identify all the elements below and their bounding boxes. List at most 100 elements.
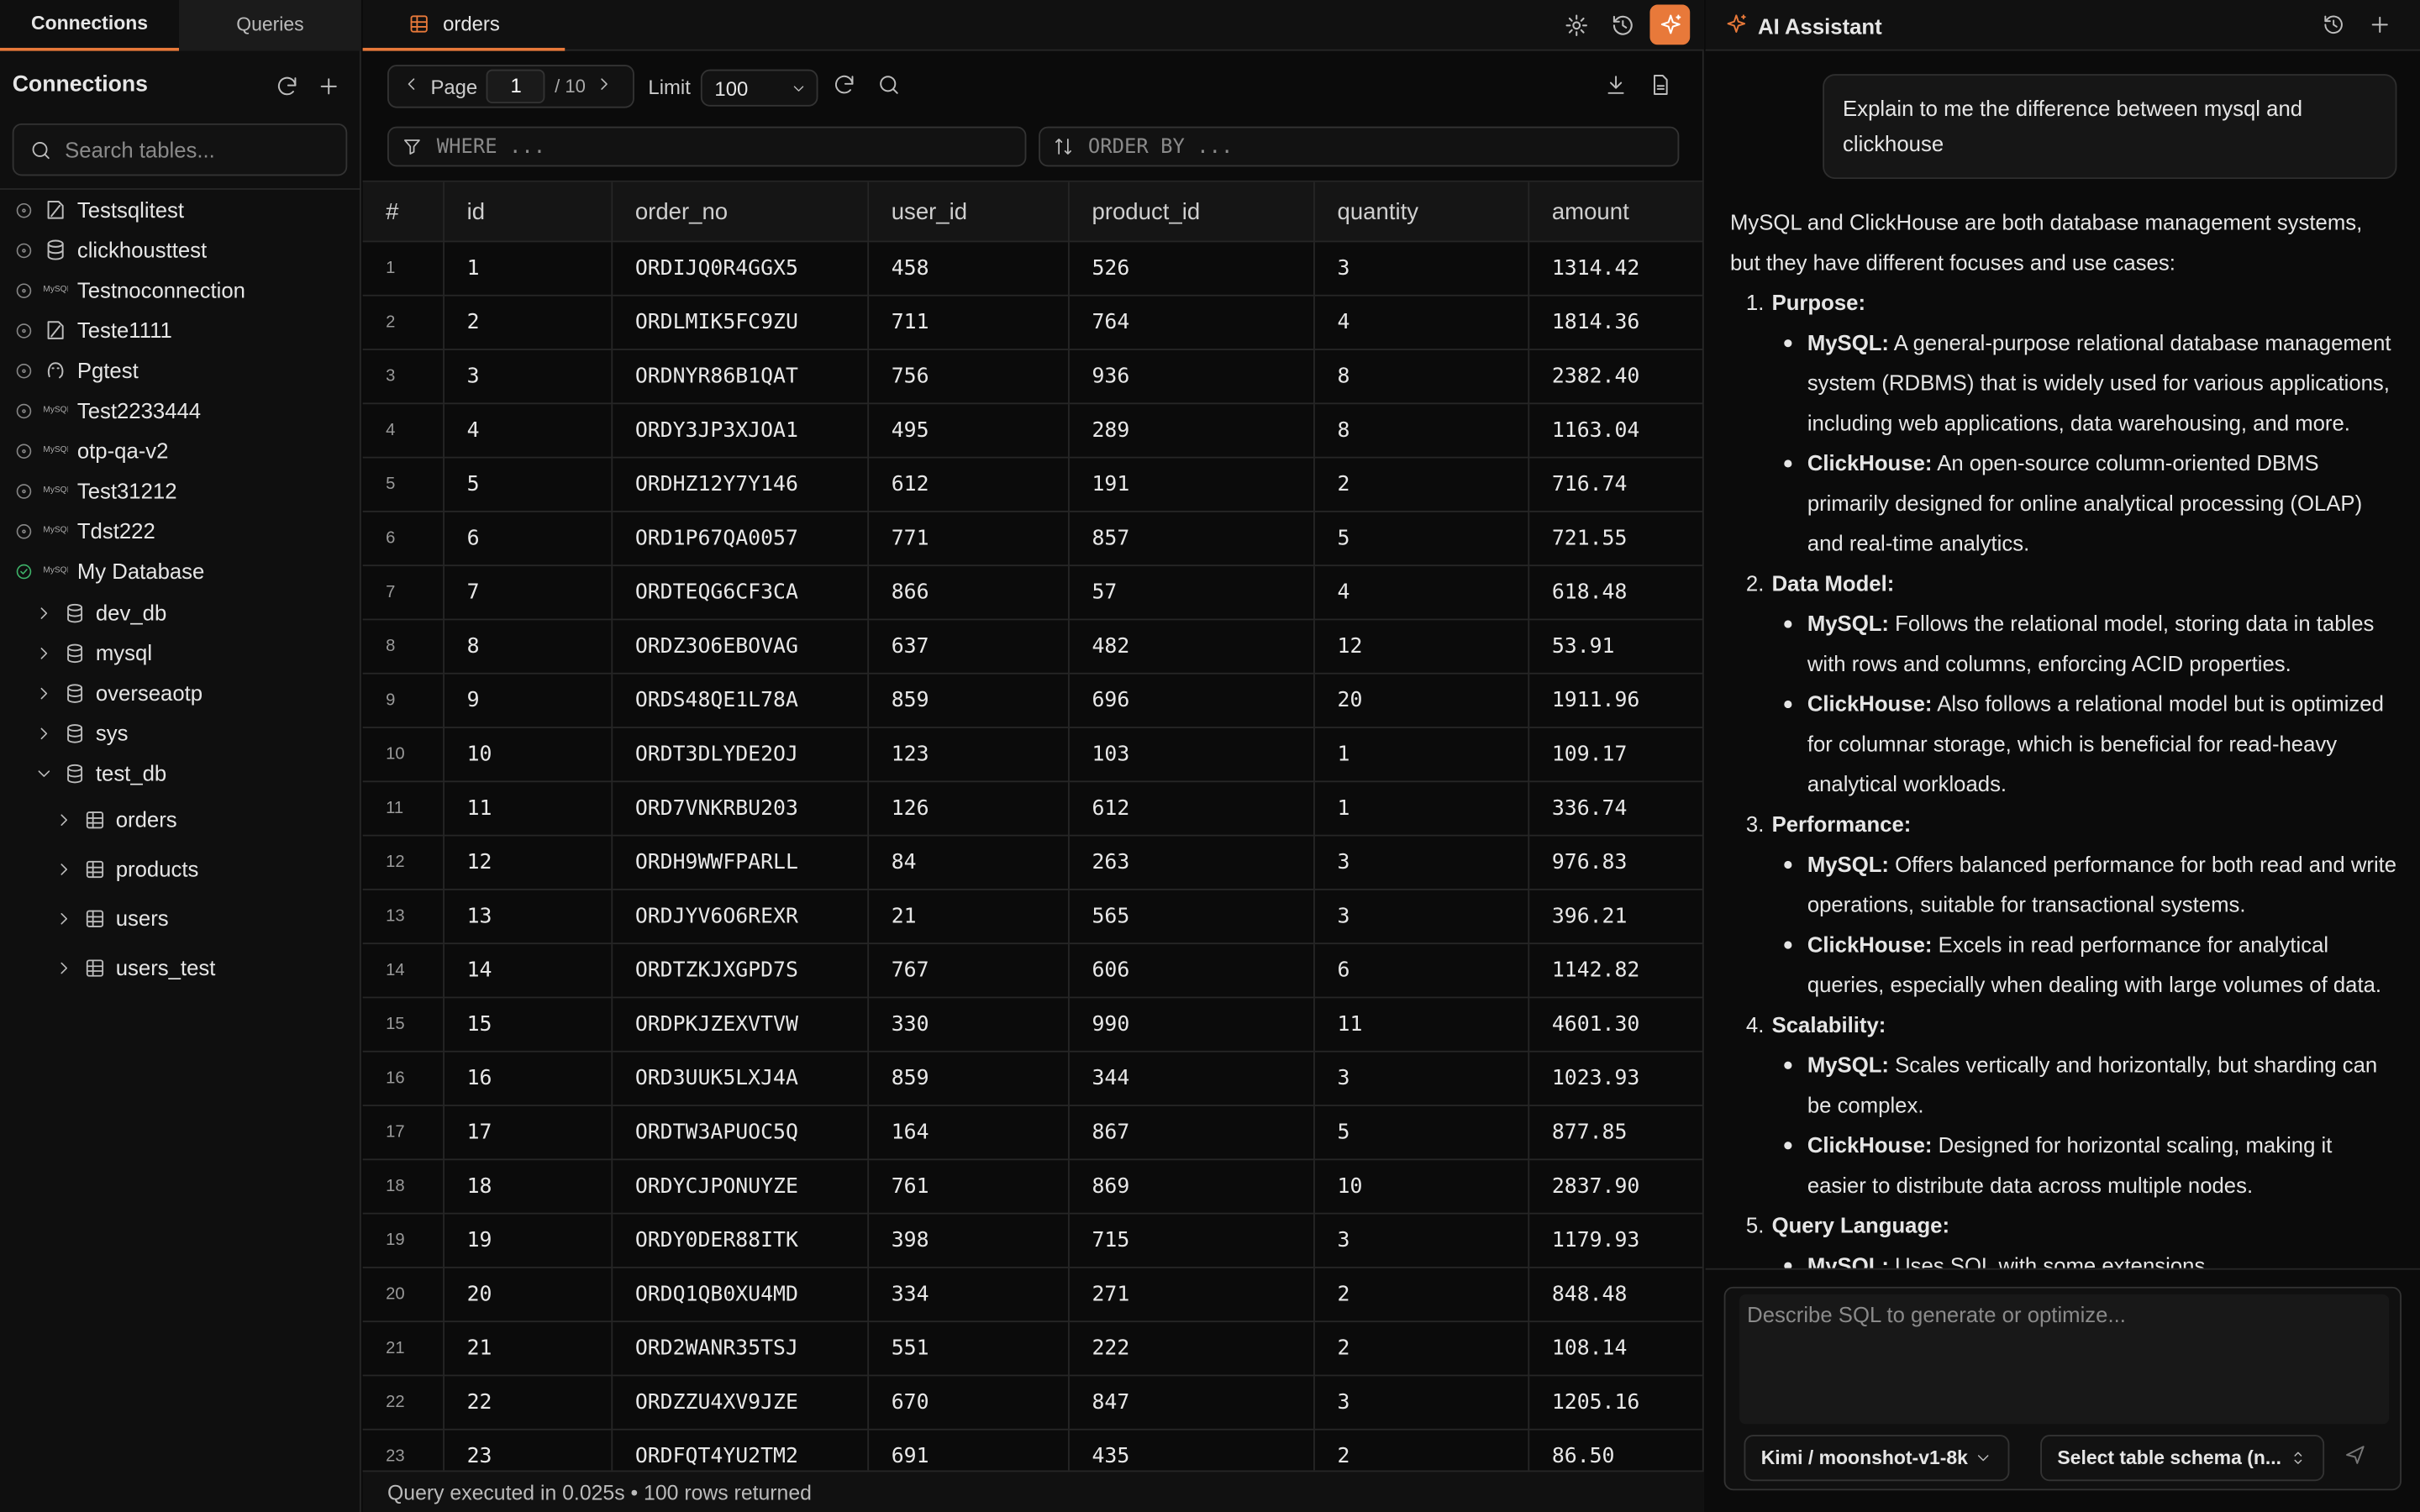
column-header[interactable]: # xyxy=(362,181,445,243)
table-item[interactable]: orders xyxy=(54,795,177,844)
data-row[interactable]: 17 17 ORDTW3APUOC5Q 164 867 5 877.85 xyxy=(362,1105,1703,1161)
cell: 84 xyxy=(867,835,1069,890)
data-row[interactable]: 19 19 ORDY0DER88ITK 398 715 3 1179.93 xyxy=(362,1213,1703,1268)
connection-item[interactable]: MySQL Tdst222 xyxy=(14,511,155,551)
ok-icon xyxy=(16,563,32,579)
data-row[interactable]: 20 20 ORDQ1QB0XU4MD 334 271 2 848.48 xyxy=(362,1267,1703,1323)
table-item[interactable]: users xyxy=(54,893,169,942)
data-row[interactable]: 22 22 ORDZZU4XV9JZE 670 847 3 1205.16 xyxy=(362,1375,1703,1431)
data-row[interactable]: 13 13 ORDJYV6O6REXR 21 565 3 396.21 xyxy=(362,889,1703,945)
data-row[interactable]: 16 16 ORD3UUK5LXJ4A 859 344 3 1023.93 xyxy=(362,1051,1703,1106)
column-header[interactable]: order_no xyxy=(611,181,869,243)
column-header[interactable]: amount xyxy=(1528,181,1703,243)
model-select[interactable]: Kimi / moonshot-v1-8k xyxy=(1744,1435,2010,1482)
connection-name: Testsqlitest xyxy=(76,197,185,223)
connection-item[interactable]: Testsqlitest xyxy=(14,190,185,230)
cell: 15 xyxy=(443,997,613,1053)
sql-button[interactable] xyxy=(1649,72,1673,102)
connection-item[interactable]: clickhousttest xyxy=(14,230,208,270)
data-row[interactable]: 10 10 ORDT3DLYDE2OJ 123 103 1 109.17 xyxy=(362,727,1703,783)
connection-item[interactable]: Teste1111 xyxy=(14,310,172,350)
chevD-icon xyxy=(38,769,50,776)
table-item[interactable]: users_test xyxy=(54,942,215,992)
cell: 16 xyxy=(443,1051,613,1106)
add-button[interactable] xyxy=(317,74,341,103)
ai-toggle[interactable] xyxy=(1649,4,1691,45)
connection-item[interactable]: MySQL Testnoconnection xyxy=(14,270,245,310)
refresh-button[interactable] xyxy=(275,74,299,103)
reload-button[interactable] xyxy=(832,72,856,102)
connection-item[interactable]: MySQL Test31212 xyxy=(14,470,177,511)
connection-item[interactable]: MySQL otp-qa-v2 xyxy=(14,430,169,470)
column-header[interactable]: product_id xyxy=(1068,181,1314,243)
page-input[interactable]: 1 xyxy=(487,69,546,104)
top-bar xyxy=(362,0,1704,51)
item-body: Purpose: MySQL: A general-purpose relatio… xyxy=(1772,282,2397,563)
database-item[interactable]: test_db xyxy=(34,753,166,793)
prompt-input[interactable]: Describe SQL to generate or optimize... xyxy=(1739,1294,2390,1425)
data-row[interactable]: 4 4 ORDY3JP3XJOA1 495 289 8 1163.04 xyxy=(362,403,1703,459)
refresh-icon xyxy=(834,75,854,94)
data-row[interactable]: 7 7 ORDTEQG6CF3CA 866 57 4 618.48 xyxy=(362,565,1703,621)
spark-icon xyxy=(1657,12,1683,38)
data-row[interactable]: 1 1 ORDIJQ0R4GGX5 458 526 3 1314.42 xyxy=(362,241,1703,297)
composer: Describe SQL to generate or optimize... K… xyxy=(1723,1286,2402,1491)
database-item[interactable]: mysql xyxy=(34,633,152,673)
queries-tab[interactable]: Queries xyxy=(179,0,361,51)
cell: ORDY0DER88ITK xyxy=(611,1213,869,1268)
data-row[interactable]: 9 9 ORDS48QE1L78A 859 696 20 1911.96 xyxy=(362,673,1703,728)
cell: 5 xyxy=(1313,511,1529,567)
schema-select[interactable]: Select table schema (n... xyxy=(2040,1435,2325,1482)
updown-icon xyxy=(2294,1452,2302,1464)
column-header[interactable]: quantity xyxy=(1313,181,1529,243)
table-item[interactable]: products xyxy=(54,844,198,894)
cell: 435 xyxy=(1068,1429,1314,1471)
circle-icon xyxy=(22,248,26,252)
row-number: 17 xyxy=(362,1105,445,1161)
data-row[interactable]: 11 11 ORD7VNKRBU203 126 612 1 336.74 xyxy=(362,781,1703,837)
settings-button[interactable] xyxy=(1564,13,1590,44)
column-header[interactable]: id xyxy=(443,181,613,243)
where-input[interactable]: WHERE ... xyxy=(387,126,1027,167)
data-row[interactable]: 12 12 ORDH9WWFPARLL 84 263 3 976.83 xyxy=(362,835,1703,890)
ai-new[interactable] xyxy=(2368,13,2392,42)
search-icon xyxy=(892,87,898,94)
history-button[interactable] xyxy=(1610,13,1636,44)
ai-history[interactable] xyxy=(2321,13,2345,42)
data-row[interactable]: 2 2 ORDLMIK5FC9ZU 711 764 4 1814.36 xyxy=(362,295,1703,350)
connection-item[interactable]: MySQL My Database xyxy=(14,551,205,591)
connections-tab[interactable]: Connections xyxy=(0,0,180,51)
chevL-icon xyxy=(408,78,415,90)
connection-item[interactable]: MySQL Test2233444 xyxy=(14,391,202,431)
data-row[interactable]: 15 15 ORDPKJZEXVTVW 330 990 11 4601.30 xyxy=(362,997,1703,1053)
row-number: 7 xyxy=(362,565,445,621)
data-row[interactable]: 3 3 ORDNYR86B1QAT 756 936 8 2382.40 xyxy=(362,349,1703,405)
database-item[interactable]: dev_db xyxy=(34,592,166,633)
data-row[interactable]: 18 18 ORDYCJPONUYZE 761 869 10 2837.90 xyxy=(362,1159,1703,1215)
data-row[interactable]: 23 23 ORDFQT4YU2TM2 691 435 2 86.50 xyxy=(362,1429,1703,1471)
data-row[interactable]: 14 14 ORDTZKJXGPD7S 767 606 6 1142.82 xyxy=(362,943,1703,999)
prev-page[interactable] xyxy=(402,74,422,98)
connection-item[interactable]: Pgtest xyxy=(14,350,139,391)
order-input[interactable]: ORDER BY ... xyxy=(1039,126,1680,167)
next-page[interactable] xyxy=(595,74,615,98)
data-row[interactable]: 21 21 ORD2WANR35TSJ 551 222 2 108.14 xyxy=(362,1321,1703,1377)
chev-icon xyxy=(34,683,54,703)
cell: ORD1P67QA0057 xyxy=(611,511,869,567)
search-button[interactable] xyxy=(876,72,901,102)
column-header[interactable]: user_id xyxy=(867,181,1069,243)
search-box[interactable]: Search tables... xyxy=(12,123,348,176)
database-item[interactable]: sys xyxy=(34,713,128,753)
data-row[interactable]: 8 8 ORDZ3O6EBOVAG 637 482 12 53.91 xyxy=(362,619,1703,675)
ai-header xyxy=(1705,0,2420,51)
data-row[interactable]: 6 6 ORD1P67QA0057 771 857 5 721.55 xyxy=(362,511,1703,567)
orders-tab[interactable]: orders xyxy=(362,0,566,51)
history-icon xyxy=(1612,15,1633,35)
item-body: Query Language: MySQL: Uses SQL with some… xyxy=(1772,1205,2211,1268)
send-button[interactable] xyxy=(2343,1442,2367,1472)
limit-select[interactable]: 100 xyxy=(700,69,818,107)
table-wrap: # id order_no user_id product_id quantity amou… xyxy=(362,180,1704,1471)
data-row[interactable]: 5 5 ORDHZ12Y7Y146 612 191 2 716.74 xyxy=(362,457,1703,512)
export-button[interactable] xyxy=(1603,72,1628,102)
database-item[interactable]: overseaotp xyxy=(34,673,203,713)
